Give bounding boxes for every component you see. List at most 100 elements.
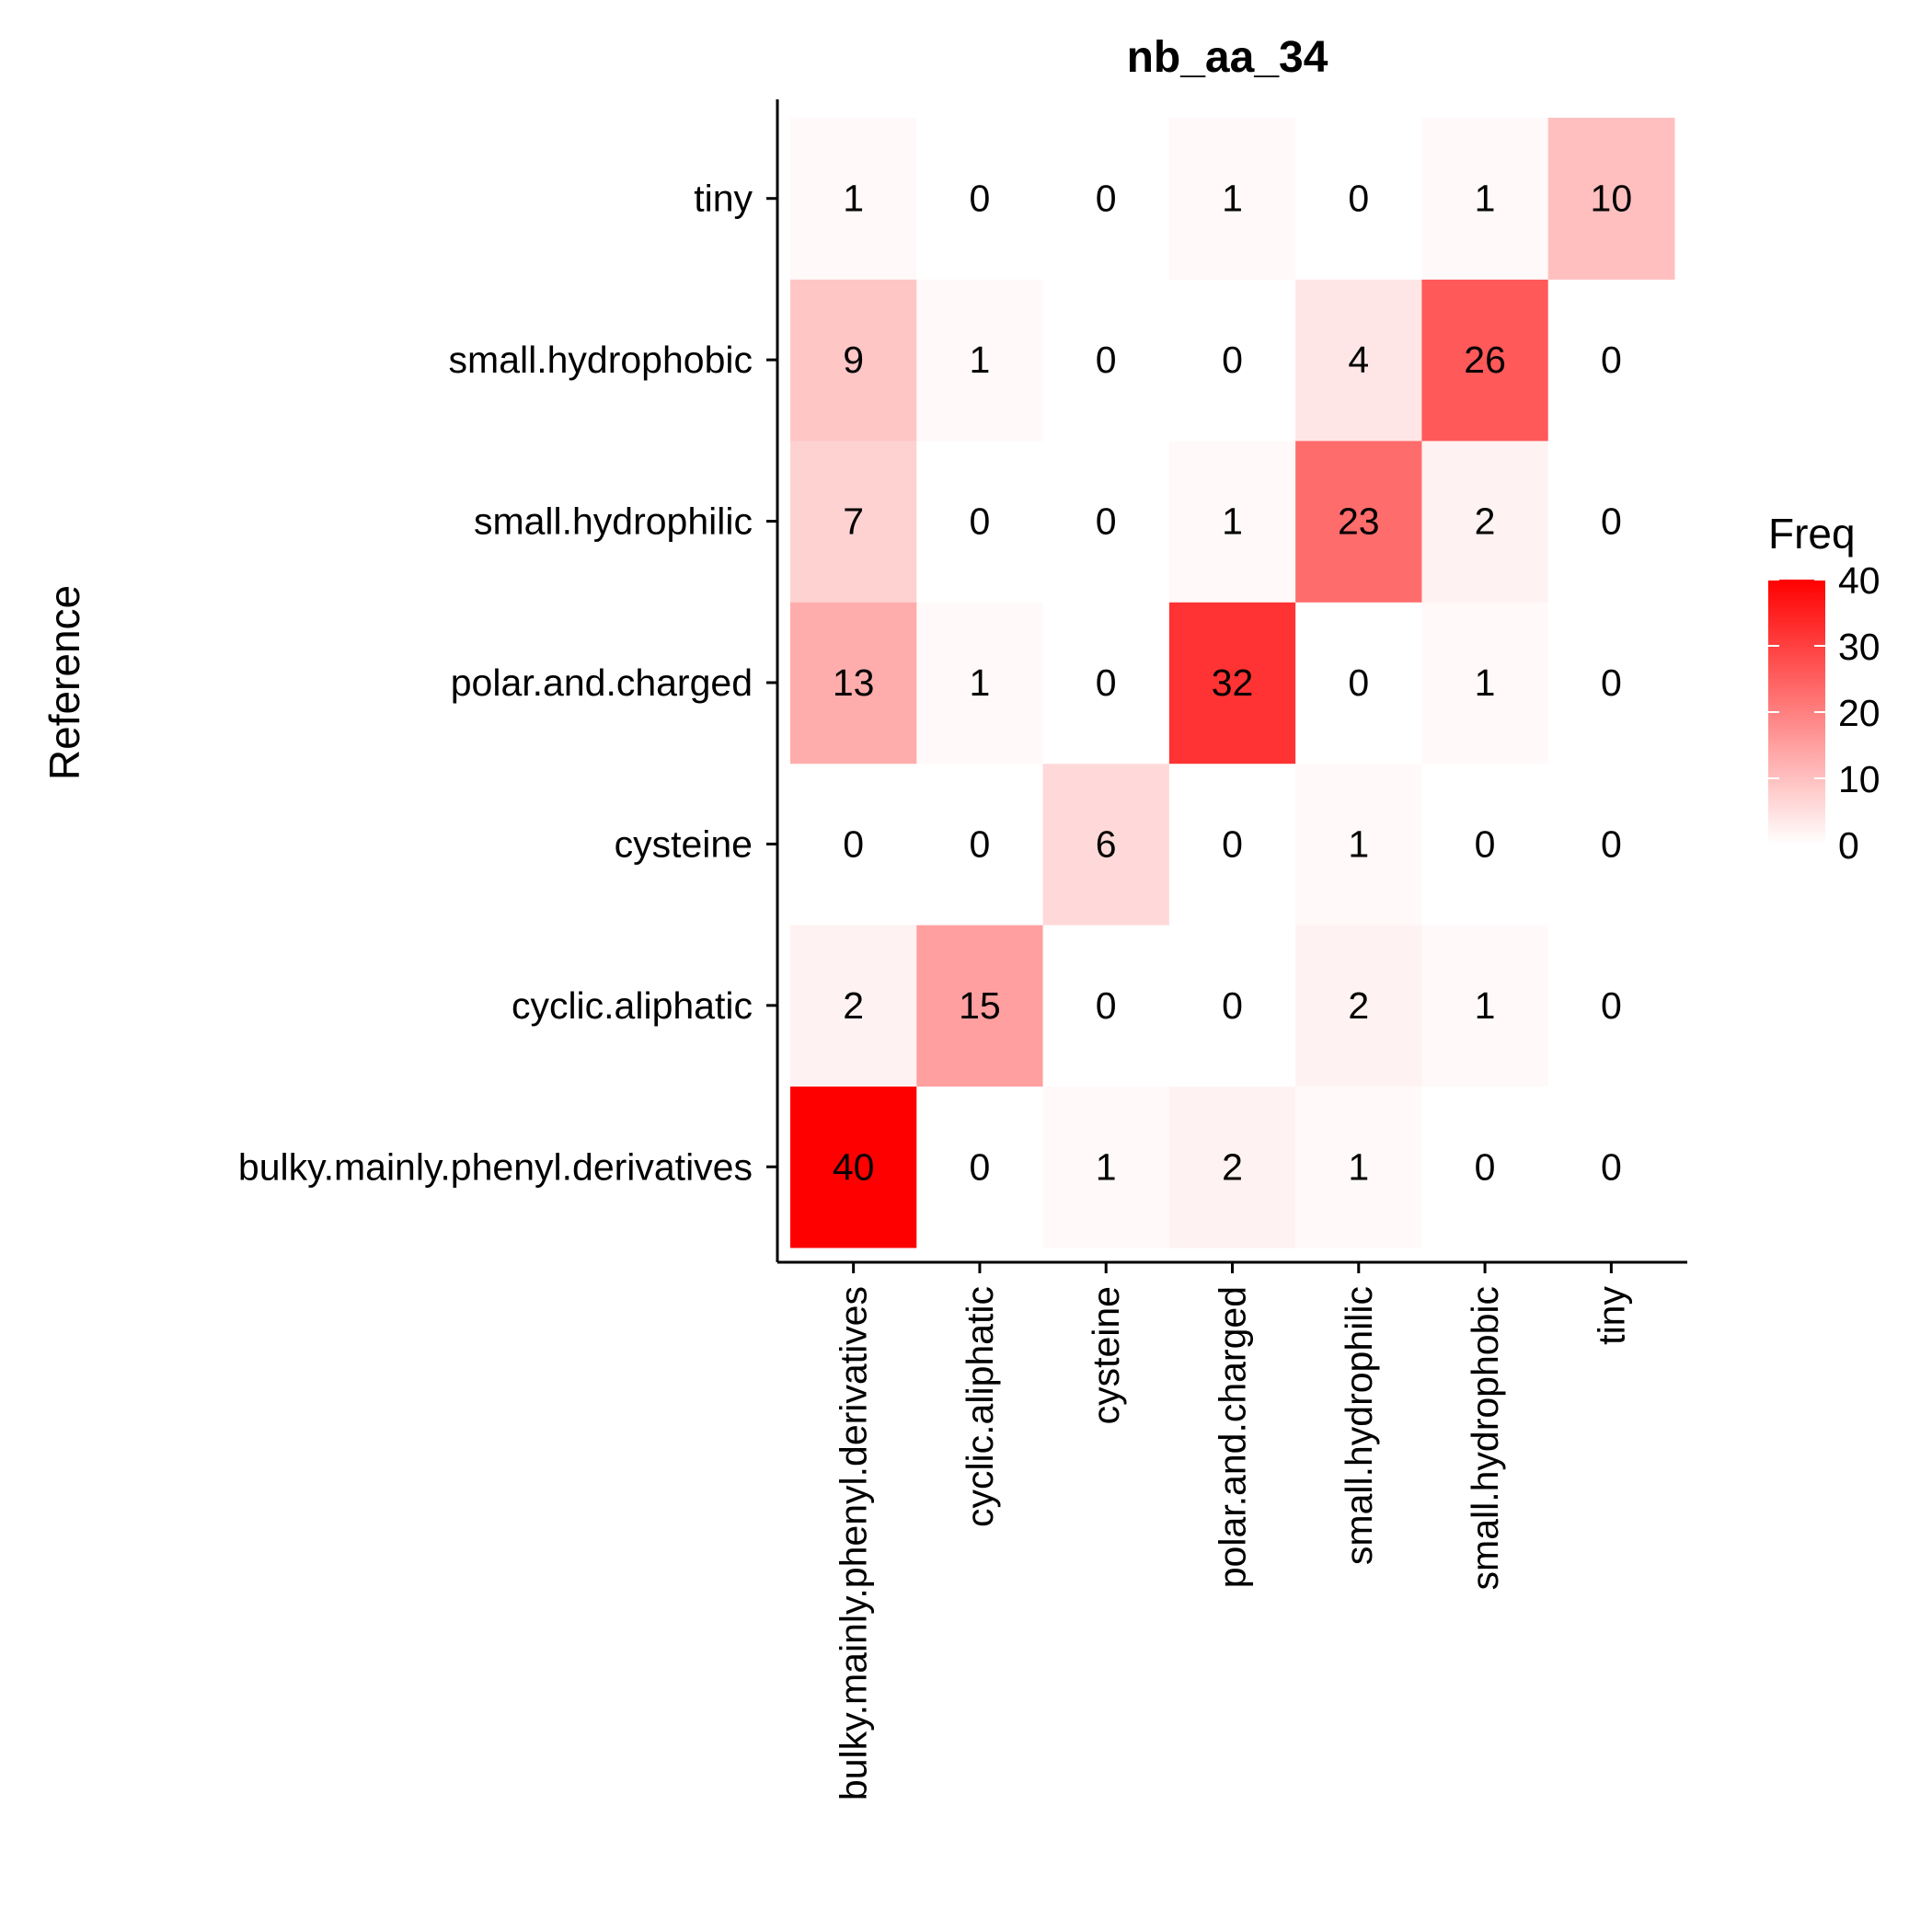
heatmap-cell [1295, 279, 1422, 442]
heatmap-cell [1168, 1086, 1296, 1248]
cell-value-label: 40 [833, 1145, 875, 1188]
heatmap-cell [1547, 763, 1675, 926]
cell-value-label: 2 [1475, 500, 1496, 543]
cell-value-label: 1 [970, 339, 991, 381]
heatmap-cell [790, 440, 917, 603]
x-tick-label: small.hydrophilic [1338, 1286, 1380, 1565]
heatmap-cell [790, 602, 917, 765]
cell-value-label: 0 [1601, 661, 1622, 704]
heatmap-cell [1421, 1086, 1549, 1248]
cell-value-label: 0 [1475, 1145, 1496, 1188]
cell-value-label: 9 [843, 339, 864, 381]
cell-value-label: 1 [1348, 1145, 1369, 1188]
heatmap-cell [1295, 602, 1422, 765]
cell-value-label: 0 [1096, 500, 1117, 543]
cell-value-label: 1 [1222, 178, 1243, 220]
heatmap-cell [1168, 118, 1296, 280]
cell-value-label: 2 [1222, 1145, 1243, 1188]
cell-value-label: 1 [1475, 178, 1496, 220]
y-axis-title: Reference [40, 585, 88, 780]
legend: Freq 0 10 20 30 40 [1768, 510, 1880, 867]
x-tick-label: cysteine [1085, 1286, 1127, 1424]
heatmap-cell [916, 279, 1044, 442]
heatmap-cell [1547, 440, 1675, 603]
x-tick-label: small.hydrophobic [1464, 1286, 1506, 1590]
heatmap-cell [1547, 118, 1675, 280]
cell-value-label: 2 [843, 984, 864, 1027]
legend-tick-label: 20 [1838, 692, 1880, 734]
heatmap-cells [790, 118, 1675, 1248]
heatmap-cell [916, 763, 1044, 926]
cell-value-label: 0 [970, 500, 991, 543]
heatmap-cell [790, 118, 917, 280]
y-tick-label: cysteine [615, 822, 753, 865]
cell-value-label: 32 [1212, 661, 1254, 704]
cell-value-label: 7 [843, 500, 864, 543]
y-tick-label: small.hydrophilic [474, 500, 753, 543]
heatmap-cell [1168, 763, 1296, 926]
cell-value-label: 0 [1601, 1145, 1622, 1188]
heatmap-cell [916, 118, 1044, 280]
heatmap-cell [1421, 763, 1549, 926]
legend-tick-label: 40 [1838, 559, 1880, 602]
chart-title: nb_aa_34 [1127, 33, 1328, 82]
cell-value-label: 26 [1464, 339, 1506, 381]
cell-value-label: 1 [1222, 500, 1243, 543]
y-tick-label: cyclic.aliphatic [512, 984, 753, 1027]
heatmap-cell [1042, 279, 1170, 442]
heatmap-cell [1168, 440, 1296, 603]
heatmap-cell [1547, 602, 1675, 765]
cell-value-label: 1 [1475, 984, 1496, 1027]
cell-value-label: 0 [1222, 822, 1243, 865]
heatmap-cell [1547, 279, 1675, 442]
heatmap-cell [1295, 118, 1422, 280]
heatmap-cell [1042, 1086, 1170, 1248]
heatmap-cell [1421, 925, 1549, 1087]
heatmap-cell [1168, 925, 1296, 1087]
cell-value-label: 0 [1348, 661, 1369, 704]
legend-tick-label: 30 [1838, 626, 1880, 668]
heatmap-cell [916, 925, 1044, 1087]
x-tick-label: cyclic.aliphatic [959, 1286, 1001, 1527]
heatmap-cell [1295, 763, 1422, 926]
cell-value-label: 23 [1338, 500, 1380, 543]
heatmap-cell [1042, 440, 1170, 603]
cell-value-label: 0 [1601, 984, 1622, 1027]
heatmap-cell [1421, 440, 1549, 603]
heatmap-cell-labels: 40 0 1 2 1 0 02 15 0 0 2 1 00 0 6 0 1 0 013 1 0 32 0 1 07 0 0 1 23 2 0… [833, 178, 1632, 1189]
heatmap-cell [1547, 1086, 1675, 1248]
heatmap-cell [916, 1086, 1044, 1248]
cell-value-label: 2 [1348, 984, 1369, 1027]
x-tick-label: bulky.mainly.phenyl.derivatives [833, 1286, 875, 1800]
cell-value-label: 0 [843, 822, 864, 865]
heatmap-cell [1295, 925, 1422, 1087]
y-tick-label: tiny [694, 178, 753, 220]
heatmap-cell [916, 440, 1044, 603]
heatmap-cell [1421, 279, 1549, 442]
heatmap-cell [1421, 118, 1549, 280]
heatmap-cell [1421, 602, 1549, 765]
cell-value-label: 13 [833, 661, 875, 704]
heatmap-cell [1042, 118, 1170, 280]
cell-value-label: 0 [1222, 984, 1243, 1027]
cell-value-label: 0 [1222, 339, 1243, 381]
heatmap-cell [1547, 925, 1675, 1087]
legend-ticks: 0 10 20 30 40 [1768, 559, 1880, 867]
cell-value-label: 0 [1096, 984, 1117, 1027]
cell-value-label: 0 [970, 1145, 991, 1188]
heatmap-cell [1295, 440, 1422, 603]
cell-value-label: 1 [1475, 661, 1496, 704]
heatmap-cell [790, 763, 917, 926]
heatmap-cell [1168, 279, 1296, 442]
legend-title: Freq [1768, 510, 1856, 558]
cell-value-label: 0 [970, 822, 991, 865]
cell-value-label: 10 [1591, 178, 1633, 220]
cell-value-label: 1 [843, 178, 864, 220]
heatmap-cell [916, 602, 1044, 765]
y-tick-label: bulky.mainly.phenyl.derivatives [238, 1145, 753, 1188]
cell-value-label: 1 [1348, 822, 1369, 865]
cell-value-label: 1 [970, 661, 991, 704]
cell-value-label: 0 [1096, 178, 1117, 220]
cell-value-label: 15 [959, 984, 1001, 1027]
